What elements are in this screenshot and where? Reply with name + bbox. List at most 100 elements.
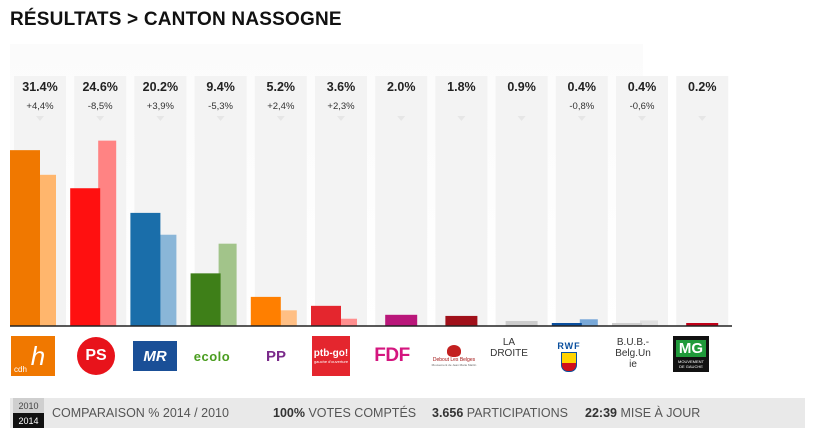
bar-2014-10[interactable] [612, 323, 642, 326]
bar-2014-1[interactable] [70, 188, 101, 326]
rwf-rooster-icon [561, 351, 577, 372]
column-bg-6 [375, 76, 428, 326]
bar-2014-9[interactable] [551, 323, 582, 326]
ptb-logo-text: ptb-go! [313, 348, 349, 359]
value-label-11: 0.2% [688, 80, 717, 94]
bar-2014-6[interactable] [385, 314, 418, 326]
page-title: RÉSULTATS > CANTON NASSOGNE [10, 9, 342, 30]
column-bg-11 [676, 76, 729, 326]
label-pointer-11 [698, 116, 707, 121]
bar-2014-11[interactable] [686, 323, 719, 326]
bar-2014-4[interactable] [250, 296, 281, 326]
bar-2014-3[interactable] [190, 273, 221, 326]
time-value: 22:39 [585, 406, 617, 420]
ptb-logo-subtext: gauche d'ouverture [313, 359, 349, 364]
results-chart-panel: 31.4% +4,4% 24.6% -8,5% 20.2% +3,9% 9.4% -5,3% 5… [10, 44, 732, 330]
fdf-logo-text: FDF [374, 345, 410, 366]
value-label-8: 0.9% [507, 80, 536, 94]
debout-les-belges-logo[interactable]: Debout Les Belges Mouvement de Jean Mari… [430, 336, 478, 376]
dlb-logo-text: Debout Les Belges [432, 357, 476, 363]
label-pointer-9 [577, 116, 586, 121]
year-2014-toggle[interactable]: 2014 [13, 413, 44, 428]
results-footer: 2010 2014 COMPARAISON % 2014 / 2010 100%… [10, 398, 805, 428]
label-pointer-1 [96, 116, 105, 121]
ptb-logo[interactable]: ptb-go! gauche d'ouverture [312, 336, 350, 376]
label-pointer-8 [517, 116, 526, 121]
bub-line2: Belg.Un [615, 348, 651, 359]
rwf-logo-text: RWF [557, 340, 581, 351]
bar-2014-0[interactable] [10, 150, 40, 326]
change-label-5: +2,3% [327, 101, 355, 112]
mg-logo-text: MG [675, 339, 707, 357]
label-pointer-5 [337, 116, 345, 121]
value-label-1: 24.6% [82, 80, 117, 94]
mg-logo-subtext2: DE GAUCHE [679, 363, 703, 369]
pp-logo-text: PP [265, 347, 286, 365]
bar-2010-10[interactable] [640, 320, 658, 326]
ps-logo-text: PS [77, 337, 115, 375]
label-pointer-2 [156, 116, 165, 121]
fdf-logo[interactable]: FDF [370, 336, 414, 376]
cdh-logo-small-text: cdh [14, 365, 27, 374]
cdh-logo-letter: h [30, 340, 46, 371]
bar-2014-7[interactable] [445, 315, 478, 326]
value-label-4: 5.2% [267, 80, 296, 94]
dlb-logo-mark [447, 345, 461, 357]
votes-value: 100% [273, 406, 305, 420]
ps-logo[interactable]: PS [74, 336, 118, 376]
bar-2010-0[interactable] [38, 174, 56, 326]
bar-2010-1[interactable] [98, 140, 117, 326]
cdh-logo[interactable]: cdh h [11, 336, 55, 376]
ecolo-logo-text: ecolo [193, 348, 231, 364]
column-bg-5 [315, 76, 367, 326]
la-droite-line2: DROITE [490, 348, 528, 359]
label-pointer-3 [216, 116, 225, 121]
rwf-logo[interactable]: RWF [551, 336, 587, 376]
column-bg-7 [435, 76, 488, 326]
bub-label[interactable]: B.U.B.- Belg.Un ie [608, 336, 658, 376]
value-label-3: 9.4% [206, 80, 235, 94]
bar-2014-5[interactable] [311, 305, 341, 326]
change-label-9: -0,8% [569, 101, 594, 112]
dlb-logo-subtext: Mouvement de Jean Marie Martin [431, 363, 477, 367]
year-2010-toggle[interactable]: 2010 [13, 398, 44, 413]
bub-line1: B.U.B.- [616, 337, 650, 348]
label-pointer-4 [276, 116, 285, 121]
column-bg-10 [616, 76, 668, 326]
mr-logo[interactable]: MR [133, 341, 177, 371]
column-bg-9 [555, 76, 608, 326]
label-pointer-6 [397, 116, 406, 121]
last-update: 22:39 MISE À JOUR [585, 398, 700, 428]
change-label-2: +3,9% [147, 101, 175, 112]
bub-line3: ie [629, 359, 637, 370]
bar-2010-2[interactable] [158, 234, 177, 326]
ecolo-logo[interactable]: ecolo [190, 336, 234, 376]
bar-2010-5[interactable] [339, 318, 357, 326]
value-label-2: 20.2% [143, 80, 178, 94]
mr-logo-text: MR [143, 347, 167, 365]
label-pointer-0 [36, 116, 44, 121]
bar-2010-4[interactable] [278, 310, 297, 326]
label-pointer-10 [638, 116, 646, 121]
participations-label: PARTICIPATIONS [466, 406, 568, 420]
mg-logo[interactable]: MG MOUVEMENT DE GAUCHE [673, 336, 709, 372]
pp-logo[interactable]: PP [254, 336, 298, 376]
la-droite-label[interactable]: LA DROITE [486, 336, 532, 376]
bar-2014-2[interactable] [130, 212, 161, 326]
participations: 3.656 PARTICIPATIONS [432, 398, 568, 428]
value-label-0: 31.4% [22, 80, 57, 94]
value-label-7: 1.8% [447, 80, 476, 94]
bar-2010-3[interactable] [218, 243, 237, 326]
change-label-1: -8,5% [88, 101, 113, 112]
change-label-3: -5,3% [208, 101, 233, 112]
bar-2010-9[interactable] [579, 319, 598, 326]
bar-2014-8[interactable] [505, 320, 538, 326]
change-label-0: +4,4% [26, 101, 54, 112]
change-label-4: +2,4% [267, 101, 295, 112]
votes-counted: 100% VOTES COMPTÉS [273, 398, 416, 428]
votes-label: VOTES COMPTÉS [308, 406, 417, 420]
column-bg-4 [254, 76, 307, 326]
mg-logo-subtext1: MOUVEMENT [678, 358, 704, 364]
value-label-10: 0.4% [628, 80, 657, 94]
comparison-label: COMPARAISON % 2014 / 2010 [52, 406, 229, 420]
